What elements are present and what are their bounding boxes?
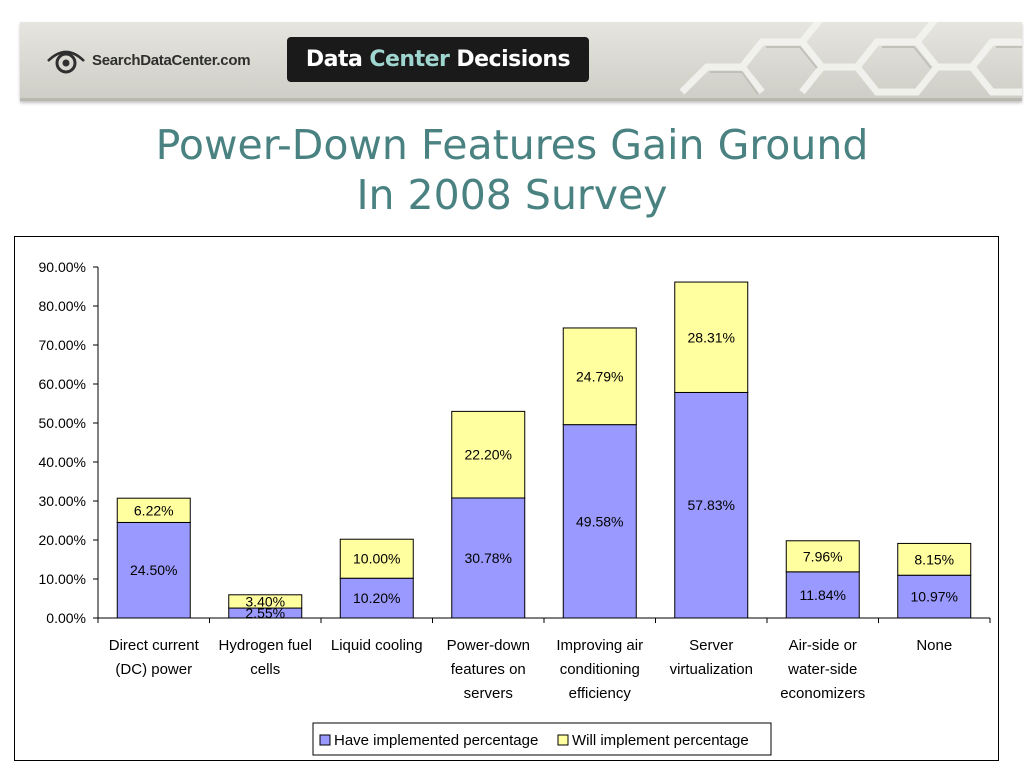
x-category-label: Server virtualization — [670, 637, 753, 678]
legend-swatch-will-implement — [557, 734, 569, 746]
data-label-will-implement: 24.79% — [576, 368, 623, 384]
data-label-implemented: 10.20% — [353, 590, 400, 606]
brand-word-2: Center — [369, 47, 450, 72]
bar-implemented — [897, 574, 972, 619]
data-label-will-implement: 6.22% — [134, 502, 174, 518]
x-category-label: Improving air conditioning efficiency — [556, 637, 643, 702]
x-category-label: Hydrogen fuel cells — [219, 637, 312, 678]
x-category-label: Liquid cooling — [331, 637, 423, 654]
bar-will-implement — [785, 540, 860, 573]
x-category-label: Direct current (DC) power — [109, 637, 200, 678]
y-tick-label: 0.00% — [46, 610, 86, 626]
data-label-implemented: 24.50% — [130, 562, 177, 578]
bar-will-implement — [451, 410, 526, 499]
searchdatacenter-logo[interactable]: SearchDataCenter.com — [46, 40, 251, 80]
bar-implemented — [339, 577, 414, 619]
y-tick-label: 50.00% — [39, 415, 86, 431]
y-tick-label: 70.00% — [39, 337, 86, 353]
y-tick-label: 90.00% — [39, 259, 86, 275]
data-label-implemented: 11.84% — [800, 587, 846, 603]
legend-label-will-implement: Will implement percentage — [572, 732, 749, 749]
bar-implemented — [674, 391, 749, 619]
slide-title: Power-Down Features Gain Ground In 2008 … — [0, 120, 1024, 220]
data-center-decisions-logo[interactable]: Data Center Decisions — [287, 37, 589, 82]
bar-will-implement — [897, 542, 972, 576]
slide-title-line-1: Power-Down Features Gain Ground — [155, 121, 869, 169]
bar-implemented — [562, 424, 637, 619]
logo-text: SearchDataCenter.com — [92, 51, 251, 69]
data-label-implemented: 57.83% — [688, 497, 735, 513]
data-label-will-implement: 10.00% — [353, 551, 400, 567]
x-category-label: Air-side or water-side economizers — [780, 637, 865, 702]
data-label-implemented: 30.78% — [465, 550, 512, 566]
x-category-label: None — [916, 637, 952, 654]
bar-will-implement — [228, 594, 303, 609]
data-label-will-implement: 7.96% — [803, 548, 843, 564]
y-tick-label: 80.00% — [39, 298, 86, 314]
data-label-will-implement: 22.20% — [465, 447, 512, 463]
y-tick-label: 60.00% — [39, 376, 86, 392]
x-category-label: Power-down features on servers — [447, 637, 530, 702]
data-label-implemented: 49.58% — [576, 513, 623, 529]
bar-will-implement — [116, 497, 191, 523]
data-label-will-implement: 3.40% — [245, 593, 285, 609]
chart-frame: 0.00% 10.00% 20.00% 30.00% 40.00% 50.00% 60.00… — [14, 236, 999, 761]
y-tick-label: 40.00% — [39, 454, 86, 470]
y-tick-label: 10.00% — [39, 571, 86, 587]
data-label-will-implement: 28.31% — [688, 329, 735, 345]
eye-icon — [47, 50, 85, 74]
header-banner: SearchDataCenter.com Data Center Decisio… — [20, 22, 1022, 101]
hexagon-pattern-icon — [679, 22, 1022, 96]
bar-will-implement — [339, 538, 414, 579]
bar-implemented — [451, 497, 526, 619]
slide-title-line-2: In 2008 Survey — [356, 171, 668, 219]
legend-swatch-implemented — [319, 734, 331, 746]
y-tick-label: 20.00% — [39, 532, 86, 548]
data-label-implemented: 2.55% — [245, 605, 285, 621]
y-tick-label: 30.00% — [39, 493, 86, 509]
brand-word-3: Decisions — [456, 47, 571, 72]
data-label-implemented: 10.97% — [911, 589, 958, 605]
brand-word-1: Data — [305, 47, 363, 72]
stacked-bar-chart: 0.00% 10.00% 20.00% 30.00% 40.00% 50.00% 60.00… — [39, 259, 991, 756]
data-label-will-implement: 8.15% — [914, 551, 954, 567]
legend-box — [312, 722, 772, 756]
legend-label-implemented: Have implemented percentage — [334, 732, 538, 749]
bar-will-implement — [562, 327, 637, 426]
bar-implemented — [785, 571, 860, 619]
bar-will-implement — [674, 281, 749, 393]
